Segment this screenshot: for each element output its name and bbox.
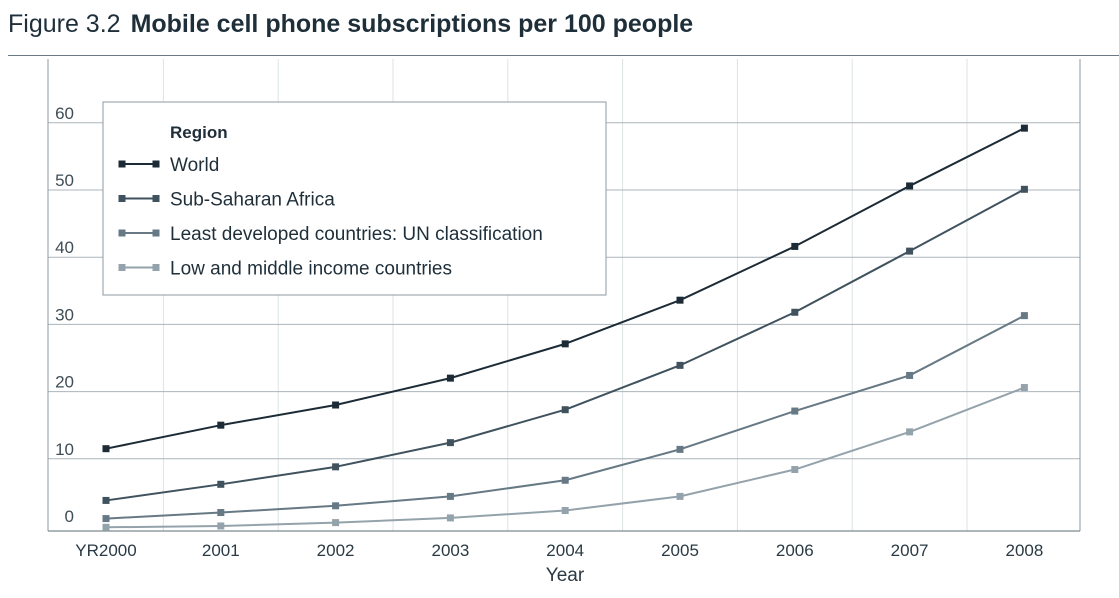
data-point	[791, 242, 799, 250]
legend: Region World Sub-Saharan Africa Least devel…	[102, 101, 607, 296]
data-point	[906, 182, 914, 190]
data-point	[676, 445, 684, 453]
y-tick-label: 0	[65, 507, 74, 526]
x-tick-label: 2003	[431, 541, 469, 560]
x-tick-label: YR2000	[75, 541, 136, 560]
data-point	[446, 514, 454, 522]
legend-swatch-marker	[118, 264, 126, 271]
y-tick-label: 60	[55, 104, 74, 123]
x-tick-label: 2004	[546, 541, 584, 560]
data-point	[1020, 384, 1028, 392]
series-lines	[102, 124, 1028, 531]
data-point	[791, 308, 799, 316]
x-axis-ticks: YR2000 2001 2002 2003 2004 2005 2006 2007 2008	[75, 541, 1043, 560]
y-tick-label: 40	[55, 238, 74, 257]
data-point	[676, 492, 684, 500]
data-point	[906, 247, 914, 255]
legend-swatch-marker	[152, 264, 160, 271]
legend-box	[102, 101, 607, 296]
y-axis-ticks: 0 10 20 30 40 50 60	[55, 104, 74, 526]
x-tick-label: 2005	[661, 541, 699, 560]
data-point	[102, 496, 110, 504]
data-point	[102, 445, 110, 453]
x-axis-title: Year	[546, 565, 585, 586]
data-point	[446, 374, 454, 382]
x-tick-label: 2007	[891, 541, 929, 560]
data-point	[791, 466, 799, 474]
legend-label: Least developed countries: UN classifica…	[170, 224, 543, 245]
data-point	[676, 296, 684, 304]
data-point	[102, 523, 110, 531]
data-point	[561, 406, 569, 414]
data-point	[332, 502, 340, 510]
y-tick-label: 20	[55, 373, 74, 392]
y-tick-label: 50	[55, 171, 74, 190]
data-point	[332, 463, 340, 471]
legend-label: Low and middle income countries	[170, 259, 452, 280]
data-point	[1020, 312, 1028, 320]
data-point	[217, 522, 225, 530]
figure-number: Figure 3.2	[8, 10, 121, 38]
y-tick-label: 30	[55, 305, 74, 324]
data-point	[561, 507, 569, 515]
figure-header: Figure 3.2 Mobile cell phone subscription…	[8, 10, 693, 39]
data-point	[217, 480, 225, 488]
data-point	[1020, 185, 1028, 193]
data-point	[217, 509, 225, 517]
data-point	[332, 519, 340, 527]
data-point	[1020, 124, 1028, 132]
legend-swatch-marker	[118, 229, 126, 237]
legend-swatch-marker	[152, 229, 160, 237]
data-point	[446, 492, 454, 500]
legend-swatch-marker	[118, 195, 126, 202]
x-tick-label: 2008	[1005, 541, 1043, 560]
header-rule	[8, 55, 1119, 56]
legend-swatch-marker	[152, 195, 160, 202]
legend-label: World	[170, 155, 219, 176]
y-tick-label: 10	[55, 440, 74, 459]
x-tick-label: 2006	[776, 541, 814, 560]
data-point	[791, 407, 799, 415]
data-point	[561, 476, 569, 484]
data-point	[446, 439, 454, 447]
legend-title: Region	[170, 123, 228, 142]
data-point	[102, 515, 110, 523]
data-point	[906, 428, 914, 436]
plot-frame	[47, 59, 1081, 532]
legend-swatch-marker	[118, 160, 126, 168]
x-tick-label: 2002	[317, 541, 355, 560]
figure-title: Mobile cell phone subscriptions per 100 …	[130, 10, 694, 38]
data-point	[906, 371, 914, 379]
data-point	[217, 421, 225, 429]
x-tick-label: 2001	[202, 541, 240, 560]
data-point	[676, 361, 684, 369]
data-point	[561, 340, 569, 348]
legend-label: Sub-Saharan Africa	[170, 190, 335, 211]
legend-swatch-marker	[152, 160, 160, 168]
data-point	[332, 401, 340, 409]
